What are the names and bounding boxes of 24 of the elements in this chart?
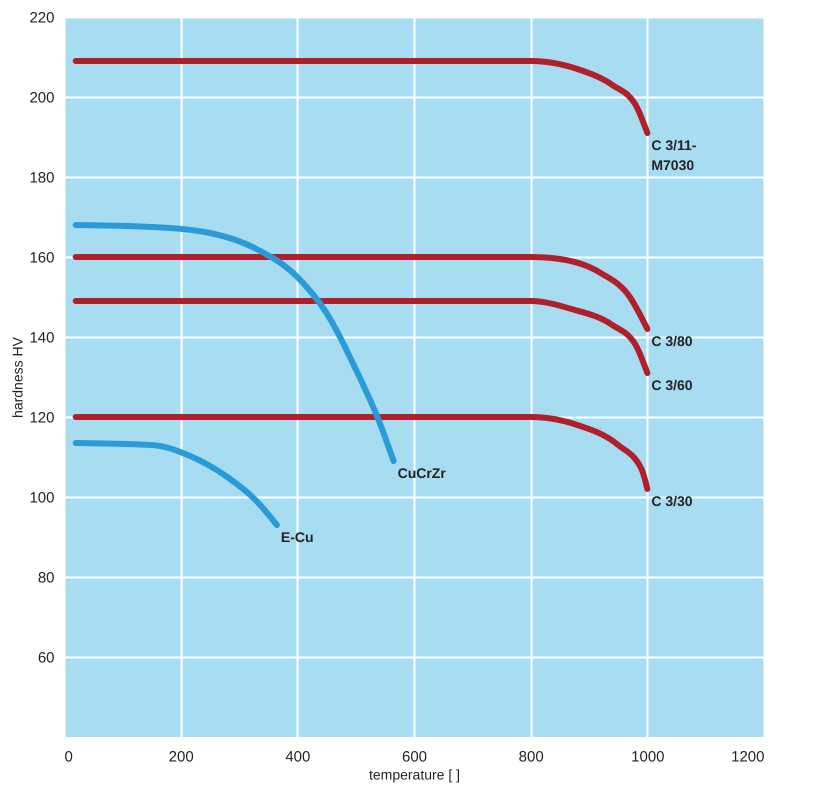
y-tick-label: 160 — [29, 250, 54, 266]
x-tick-label: 1000 — [631, 748, 665, 766]
x-tick-label: 1200 — [731, 748, 764, 766]
y-tick-label: 180 — [29, 170, 54, 186]
x-tick-label: 800 — [518, 748, 544, 766]
y-axis-title: hardness HV — [9, 336, 26, 418]
x-tick-label: 0 — [64, 748, 73, 766]
series-label: E-Cu — [280, 529, 314, 545]
x-tick-label: 600 — [402, 748, 428, 766]
x-axis-title: temperature [ ] — [368, 766, 460, 782]
y-tick-label: 80 — [38, 570, 54, 586]
series-label: C 3/80 — [651, 333, 693, 349]
y-tick-label: 200 — [29, 90, 54, 106]
y-tick-label: 100 — [29, 490, 54, 506]
series-label: C 3/11-M7030 — [651, 137, 697, 173]
series-label: C 3/30 — [651, 493, 693, 509]
y-tick-label: 220 — [29, 10, 54, 26]
y-tick-label: 140 — [29, 330, 54, 346]
x-tick-label: 200 — [168, 748, 194, 766]
y-tick-label: 120 — [29, 410, 54, 426]
series-label: CuCrZr — [398, 465, 446, 481]
x-tick-label: 400 — [285, 748, 310, 766]
y-tick-label: 60 — [38, 650, 54, 666]
series-label: C 3/60 — [651, 377, 693, 393]
